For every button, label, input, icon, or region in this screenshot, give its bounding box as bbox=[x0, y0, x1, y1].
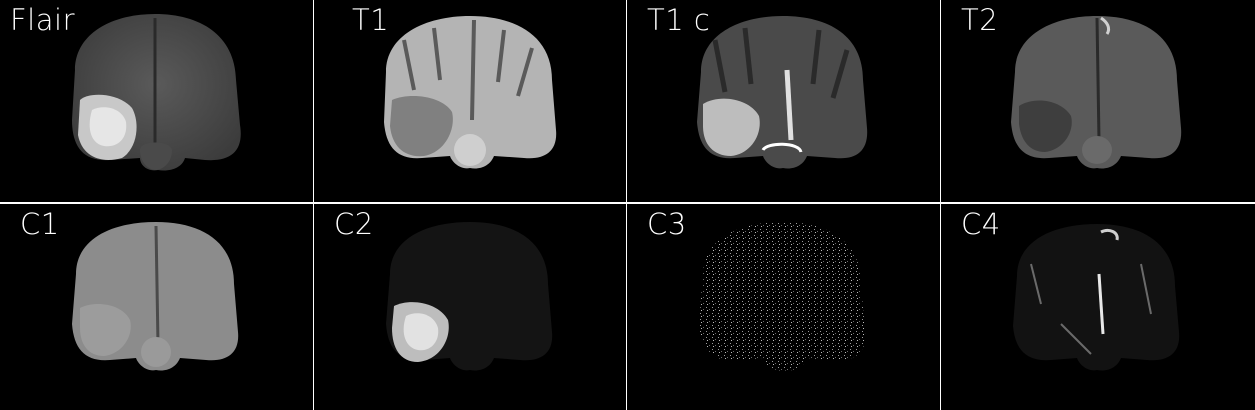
panel-c1: C1 bbox=[0, 204, 313, 410]
brain-slice-t1 bbox=[384, 16, 557, 169]
panel-flair: Flair bbox=[0, 0, 313, 202]
panel-label: T2 bbox=[961, 3, 999, 37]
panel-label: C1 bbox=[20, 207, 60, 241]
panel-label: C3 bbox=[647, 207, 687, 241]
panel-c2: C2 bbox=[314, 204, 626, 410]
panel-label: C4 bbox=[961, 207, 1001, 241]
panel-label: Flair bbox=[10, 3, 75, 37]
brain-slice-c4 bbox=[1013, 224, 1180, 371]
panel-t1: T1 bbox=[314, 0, 626, 202]
brain-slice-t1c bbox=[697, 16, 868, 169]
panel-label: C2 bbox=[334, 207, 374, 241]
brain-slice-c3 bbox=[699, 222, 866, 371]
panel-t2: T2 bbox=[941, 0, 1255, 202]
panel-label: T1 bbox=[352, 3, 390, 37]
panel-t1c: T1 c bbox=[627, 0, 940, 202]
panel-c3: C3 bbox=[627, 204, 940, 410]
brain-slice-flair bbox=[72, 14, 241, 171]
panel-c4: C4 bbox=[941, 204, 1255, 410]
brain-slice-c1 bbox=[72, 222, 239, 371]
panel-label: T1 c bbox=[647, 3, 711, 37]
brain-slice-t2 bbox=[1011, 16, 1182, 169]
brain-slice-c2 bbox=[386, 222, 553, 371]
